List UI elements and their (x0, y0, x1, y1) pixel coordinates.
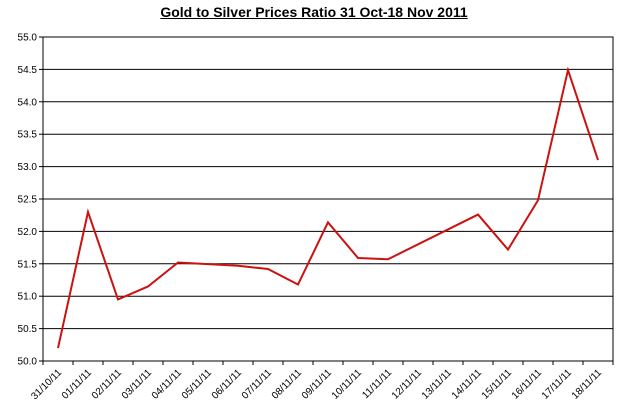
x-tick-label: 05/11/11 (180, 367, 215, 402)
x-tick-label: 15/11/11 (480, 367, 515, 402)
x-tick-label: 04/11/11 (150, 367, 185, 402)
y-tick-label: 52.5 (18, 195, 38, 206)
x-tick-label: 10/11/11 (330, 367, 365, 402)
y-tick-labels: 50.0 50.5 51.0 51.5 52.0 52.5 53.0 53.5 54.0 54.5… (18, 33, 38, 368)
chart-title: Gold to Silver Prices Ratio 31 Oct-18 No… (160, 4, 468, 20)
x-tick-label: 12/11/11 (390, 367, 425, 402)
x-tick-labels: 31/10/1101/11/1102/11/1103/11/1104/11/11… (29, 367, 604, 402)
y-tick-label: 54.5 (18, 65, 38, 76)
y-tick-label: 50.0 (18, 357, 38, 368)
x-tick-label: 01/11/11 (60, 367, 95, 402)
x-tick-label: 02/11/11 (90, 367, 125, 402)
y-tick-label: 54.0 (18, 97, 38, 108)
y-tick-label: 53.0 (18, 162, 38, 173)
x-tick-label: 31/10/11 (29, 367, 64, 402)
x-tick-label: 11/11/11 (360, 367, 394, 401)
axis-layer (39, 36, 614, 365)
x-tick-label: 06/11/11 (210, 367, 245, 402)
plot-frame (42, 36, 614, 362)
series-line (57, 66, 599, 349)
x-tick-label: 07/11/11 (240, 367, 275, 402)
y-tick-label: 52.0 (18, 227, 38, 238)
y-tick-label: 53.5 (18, 130, 38, 141)
x-tick-label: 13/11/11 (420, 367, 455, 402)
x-tick-label: 03/11/11 (120, 367, 155, 402)
y-tick-label: 51.5 (18, 259, 38, 270)
x-tick-label: 08/11/11 (270, 367, 305, 402)
x-tick-label: 09/11/11 (300, 367, 335, 402)
y-tick-label: 51.0 (18, 292, 38, 303)
x-tick-label: 17/11/11 (540, 367, 575, 402)
x-tick-label: 14/11/11 (450, 367, 485, 402)
series-layer (57, 66, 599, 349)
y-tick-label: 55.0 (18, 33, 38, 44)
x-tick-label: 18/11/11 (570, 367, 605, 402)
grid-layer (43, 36, 613, 330)
x-tick-label: 16/11/11 (510, 367, 545, 402)
y-tick-label: 50.5 (18, 324, 38, 335)
